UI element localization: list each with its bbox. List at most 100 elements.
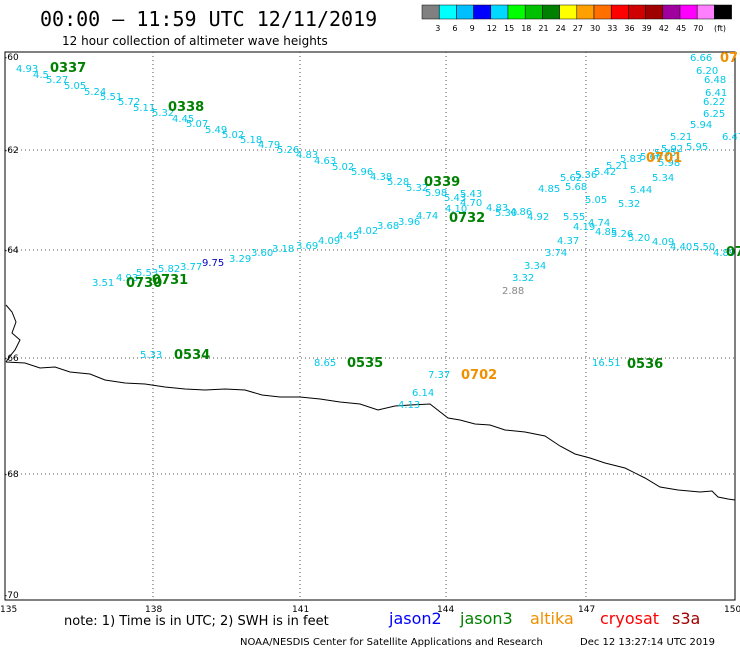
wave-height-value: 5.05 <box>585 195 607 206</box>
wave-height-value: 6.48 <box>704 75 726 86</box>
wave-height-value: 5.43 <box>444 193 466 204</box>
wave-height-value: 5.51 <box>100 92 122 103</box>
wave-height-value: 4.85 <box>538 184 560 195</box>
legend-label: 36 <box>624 24 634 33</box>
wave-height-value: 5.83 <box>620 154 642 165</box>
map-title: 00:00 – 11:59 UTC 12/11/2019 <box>40 7 377 31</box>
wave-height-value: 5.95 <box>686 142 708 153</box>
legend-label: 70 <box>693 24 703 33</box>
legend-label: 15 <box>504 24 514 33</box>
altimeter-tracks: 4.934.55.275.055.245.515.725.115.3203374… <box>16 51 740 411</box>
wave-height-value: 5.28 <box>387 177 409 188</box>
satellite-legend: jason2 jason3 altika cryosat s3a <box>388 609 700 628</box>
legend-swatch <box>593 4 612 20</box>
wave-height-value: 5.36 <box>575 170 597 181</box>
wave-height-value: 4.93 <box>116 273 138 284</box>
satellite-name-s3a: s3a <box>672 609 700 628</box>
wave-height-value: 8.65 <box>314 358 336 369</box>
wave-height-value: 5.26 <box>611 229 633 240</box>
wave-height-value: 6.20 <box>696 66 718 77</box>
wave-height-value: 5.55 <box>563 212 585 223</box>
wave-height-value: 4.13 <box>398 400 420 411</box>
wave-height-value: 2.88 <box>502 286 524 297</box>
wave-height-value: 4.85 <box>595 227 617 238</box>
color-scale-legend: 3 6 9 12 15 18 21 24 27 30 33 36 39 42 45 70 (ft) <box>421 4 732 33</box>
legend-swatch <box>490 4 509 20</box>
wave-height-value: 5.07 <box>186 119 208 130</box>
footer-note: note: 1) Time is in UTC; 2) SWH is in fe… <box>64 614 329 629</box>
wave-height-value: 5.62 <box>560 173 582 184</box>
wave-height-value: 3.74 <box>545 248 567 259</box>
wave-height-value: 5.20 <box>628 233 650 244</box>
wave-height-value: 5.21 <box>670 132 692 143</box>
legend-label: 33 <box>607 24 617 33</box>
pass-time-label: 0536 <box>627 357 663 372</box>
legend-swatch <box>456 4 474 20</box>
legend-swatch <box>542 4 560 20</box>
lat-label: -64 <box>4 246 19 256</box>
wave-height-value: 5.35 <box>654 148 676 159</box>
wave-height-value: 5.53 <box>136 268 158 279</box>
wave-height-value: 5.50 <box>693 242 715 253</box>
wave-height-value: 4.89 <box>713 248 735 259</box>
lon-label: 144 <box>437 605 454 615</box>
legend-label: 30 <box>590 24 600 33</box>
pass-time-label: 0534 <box>174 348 210 363</box>
legend-label: 45 <box>676 24 686 33</box>
satellite-name-jason3: jason3 <box>459 609 513 628</box>
wave-height-value: 5.98 <box>658 158 680 169</box>
legend-label: 24 <box>556 24 566 33</box>
wave-height-value: 3.96 <box>398 217 420 228</box>
pass-time-label: 0339 <box>424 175 460 190</box>
wave-height-value: 4.70 <box>460 198 482 209</box>
wave-height-value: 4.74 <box>588 218 610 229</box>
wave-height-value: 5.32 <box>618 199 640 210</box>
pass-time-label: 0701 <box>646 151 682 166</box>
wave-height-value: 5.82 <box>158 264 180 275</box>
legend-label: 6 <box>452 24 457 33</box>
wave-height-value: 5.02 <box>332 162 354 173</box>
wave-height-value: 5.92 <box>661 144 683 155</box>
wave-height-value: 4.93 <box>16 64 38 75</box>
timestamp: Dec 12 13:27:14 UTC 2019 <box>580 637 715 648</box>
wave-height-value: 5.11 <box>133 103 155 114</box>
wave-height-value: 4.10 <box>445 204 467 215</box>
wave-height-value: 4.38 <box>370 172 392 183</box>
legend-swatch <box>438 4 457 20</box>
pass-time-label: 07 <box>726 245 740 260</box>
wave-height-value: 5.32 <box>406 183 428 194</box>
legend-swatch <box>696 4 715 20</box>
wave-height-value: 4.63 <box>314 156 336 167</box>
legend-label: 18 <box>521 24 531 33</box>
wave-height-value: 6.47 <box>722 132 740 143</box>
wave-height-value: 5.05 <box>64 81 86 92</box>
wave-height-value: 3.34 <box>524 261 546 272</box>
lat-label: -70 <box>4 591 19 601</box>
antarctic-coastline <box>5 304 736 501</box>
satellite-name-altika: altika <box>530 609 574 628</box>
legend-swatch <box>679 4 698 20</box>
lon-label: 135 <box>0 605 17 615</box>
pass-time-label: 0338 <box>168 100 204 115</box>
wave-height-value: 4.09 <box>318 236 340 247</box>
lon-label: 138 <box>145 605 162 615</box>
wave-height-value: 4.09 <box>652 237 674 248</box>
wave-height-value: 3.51 <box>92 278 114 289</box>
wave-height-value: 5.44 <box>630 185 652 196</box>
wave-height-value: 5.42 <box>594 167 616 178</box>
wave-height-value: 4.40 <box>670 242 692 253</box>
wave-height-value: 5.49 <box>205 125 227 136</box>
legend-label: 12 <box>487 24 497 33</box>
wave-height-value: 6.25 <box>703 109 725 120</box>
legend-swatch <box>610 4 629 20</box>
wave-height-value: 5.21 <box>606 161 628 172</box>
wave-height-value: 3.32 <box>512 273 534 284</box>
satellite-name-jason2: jason2 <box>388 609 442 628</box>
lon-label: 150 <box>724 605 740 615</box>
legend-unit: (ft) <box>714 24 726 33</box>
legend-swatch <box>714 4 732 20</box>
wave-height-value: 4.19 <box>573 222 595 233</box>
lat-label: -68 <box>4 470 19 480</box>
wave-height-value: 4.37 <box>557 236 579 247</box>
wave-height-value: 6.22 <box>703 97 725 108</box>
